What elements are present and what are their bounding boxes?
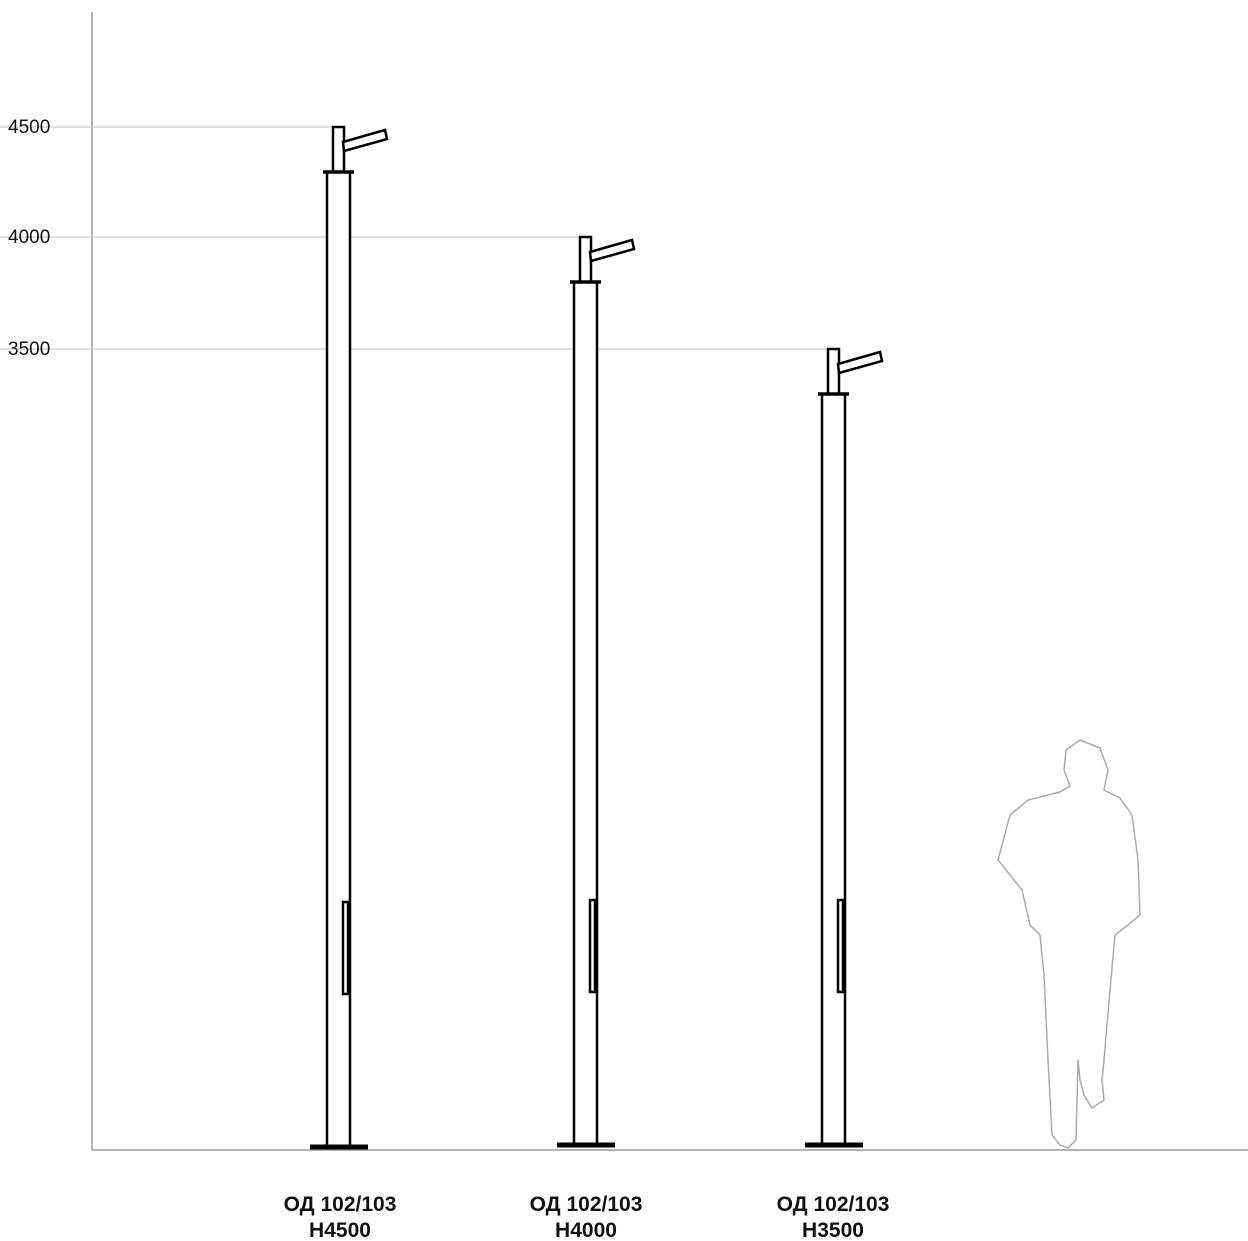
- luminaire-arm: [588, 238, 636, 263]
- pole-body: [820, 392, 847, 1147]
- level-label: 3500: [8, 339, 50, 360]
- person-silhouette: [997, 739, 1141, 1149]
- pole-head: [826, 347, 841, 396]
- pole-head: [331, 125, 346, 174]
- luminaire-arm: [836, 350, 884, 375]
- pole-model: ОД 102/103: [284, 1193, 397, 1216]
- luminaire-arm: [341, 128, 389, 153]
- pole-head: [578, 235, 593, 284]
- pole-model: ОД 102/103: [530, 1193, 643, 1216]
- level-label: 4000: [8, 227, 50, 248]
- pole-body: [325, 170, 352, 1149]
- pole-body: [572, 280, 599, 1147]
- pole-model: ОД 102/103: [777, 1193, 890, 1216]
- pole-height: H4500: [309, 1219, 371, 1241]
- service-door: [836, 898, 845, 994]
- pole-height: H4000: [555, 1219, 617, 1241]
- level-label: 4500: [8, 117, 50, 138]
- pole-height: H3500: [802, 1219, 864, 1241]
- service-door: [588, 898, 597, 994]
- service-door: [341, 900, 350, 996]
